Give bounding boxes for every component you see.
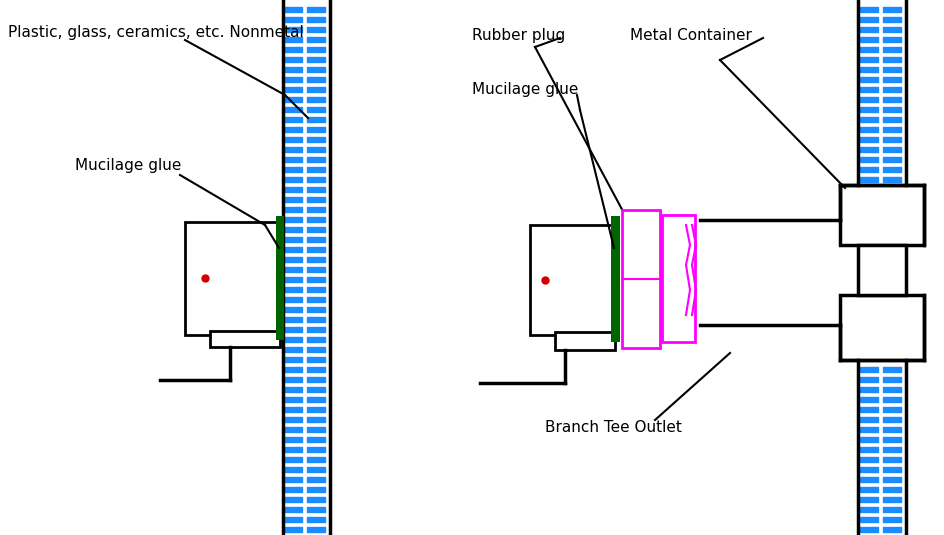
Bar (700, 220, 840, 325)
Bar (840, 295, 924, 360)
Bar (185, 222, 280, 335)
Bar (622, 210, 660, 348)
Text: Mucilage glue: Mucilage glue (472, 82, 579, 97)
Bar (210, 331, 280, 347)
Text: Metal Container: Metal Container (630, 28, 751, 43)
Bar (530, 225, 615, 335)
Text: Plastic, glass, ceramics, etc. Nonmetal: Plastic, glass, ceramics, etc. Nonmetal (8, 25, 304, 40)
Bar (662, 215, 695, 342)
Text: Rubber plug: Rubber plug (472, 28, 565, 43)
Bar (858, 0, 906, 185)
Bar (276, 216, 284, 340)
Text: Mucilage glue: Mucilage glue (75, 158, 181, 173)
Bar (858, 245, 906, 295)
Bar (611, 216, 620, 342)
Bar (622, 210, 698, 348)
Bar (858, 360, 906, 535)
Text: Branch Tee Outlet: Branch Tee Outlet (545, 420, 682, 435)
Bar (840, 185, 924, 245)
Bar (555, 332, 615, 350)
Bar (283, 0, 330, 535)
